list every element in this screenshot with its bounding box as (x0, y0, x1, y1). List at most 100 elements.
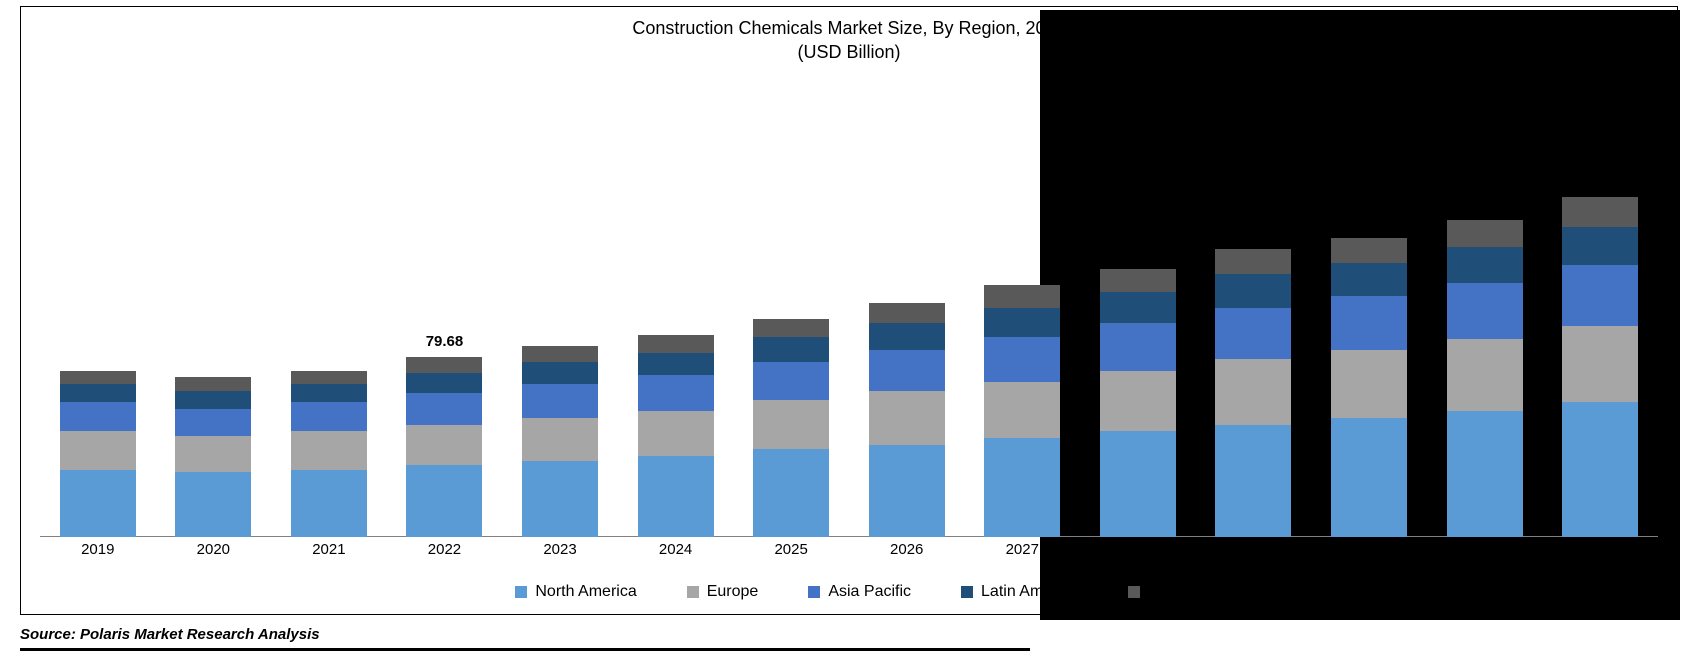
xaxis-tick-label: 2024 (638, 541, 714, 565)
bar-stack (291, 371, 367, 538)
xaxis-tick-label: 2032 (1562, 541, 1638, 565)
bar-stack (175, 377, 251, 537)
legend-item: North America (515, 583, 636, 601)
bar-segment (1100, 371, 1176, 432)
bar-group (869, 303, 945, 537)
xaxis-tick-label: 2031 (1447, 541, 1523, 565)
bar-segment (1215, 308, 1291, 360)
bar-group (1562, 197, 1638, 537)
bar-segment (1562, 326, 1638, 403)
bar-segment (638, 456, 714, 537)
bar-segment (406, 357, 482, 373)
bar-segment (1215, 425, 1291, 538)
bar-segment (984, 285, 1060, 308)
bar-segment (1562, 197, 1638, 226)
bar-group (60, 371, 136, 538)
bar-stack (638, 335, 714, 538)
bar-segment (291, 470, 367, 538)
bar-segment (406, 373, 482, 393)
chart-title-line1: Construction Chemicals Market Size, By R… (20, 16, 1678, 40)
legend-label: Latin America (981, 583, 1078, 601)
xaxis-tick-label: 2027 (984, 541, 1060, 565)
chart-title-line2: (USD Billion) (20, 40, 1678, 64)
bar-group (638, 335, 714, 538)
bar-segment (522, 346, 598, 362)
source-attribution: Source: Polaris Market Research Analysis (20, 626, 320, 643)
bar-segment (1331, 418, 1407, 537)
legend-swatch (687, 586, 699, 598)
bar-segment (1331, 263, 1407, 297)
bar-segment (291, 371, 367, 385)
bar-group (291, 371, 367, 538)
bar-segment (522, 384, 598, 418)
bar-group (1100, 269, 1176, 537)
xaxis-labels: 2019202020212022202320242025202620272028… (40, 541, 1658, 565)
xaxis-tick-label: 2021 (291, 541, 367, 565)
source-underline (20, 648, 1030, 651)
xaxis-tick-label: 2028 (1100, 541, 1176, 565)
bar-segment (60, 384, 136, 402)
bar-segment (291, 402, 367, 431)
legend-label: Asia Pacific (828, 583, 911, 601)
legend: North AmericaEuropeAsia PacificLatin Ame… (20, 565, 1678, 615)
bar-segment (753, 400, 829, 450)
bar-segment (1331, 296, 1407, 350)
bar-group (175, 377, 251, 537)
bar-segment (175, 377, 251, 391)
bar-segment (753, 362, 829, 400)
legend-item: MEA (1128, 583, 1183, 601)
bar-stack (1562, 197, 1638, 537)
bar-segment (753, 319, 829, 337)
bar-segment (1562, 265, 1638, 326)
xaxis-tick-label: 2019 (60, 541, 136, 565)
bar-segment (753, 337, 829, 362)
bar-stack (1447, 220, 1523, 537)
legend-swatch (961, 586, 973, 598)
bar-segment (1100, 323, 1176, 370)
bar-segment (1447, 339, 1523, 411)
bar-segment (869, 350, 945, 391)
bar-segment (175, 436, 251, 472)
bar-segment (638, 353, 714, 376)
bars-row: 79.68 (40, 177, 1658, 537)
bar-stack (753, 319, 829, 537)
bar-segment (984, 337, 1060, 382)
xaxis-tick-label: 2029 (1215, 541, 1291, 565)
bar-stack (522, 346, 598, 537)
bar-stack (1100, 269, 1176, 537)
legend-item: Latin America (961, 583, 1078, 601)
bar-segment (984, 308, 1060, 337)
bar-segment (406, 393, 482, 425)
bar-segment (60, 431, 136, 469)
bar-segment (984, 382, 1060, 438)
plot-area: 79.68 2019202020212022202320242025202620… (40, 89, 1658, 565)
bar-segment (1447, 247, 1523, 283)
bar-segment (753, 449, 829, 537)
bar-segment (1331, 238, 1407, 263)
xaxis-tick-label: 2023 (522, 541, 598, 565)
bar-segment (60, 402, 136, 431)
chart-container: Construction Chemicals Market Size, By R… (20, 6, 1678, 615)
bar-group (984, 285, 1060, 537)
bar-group: 79.68 (406, 357, 482, 537)
xaxis-tick-label: 2026 (869, 541, 945, 565)
bar-segment (1100, 269, 1176, 292)
bar-stack: 79.68 (406, 357, 482, 537)
bar-stack (869, 303, 945, 537)
xaxis-tick-label: 2020 (175, 541, 251, 565)
bar-segment (984, 438, 1060, 537)
bar-group (1447, 220, 1523, 537)
bar-stack (1215, 249, 1291, 537)
legend-label: MEA (1148, 583, 1183, 601)
bar-segment (638, 411, 714, 456)
legend-item: Asia Pacific (808, 583, 911, 601)
bar-stack (1331, 238, 1407, 537)
bar-group (1215, 249, 1291, 537)
chart-title: Construction Chemicals Market Size, By R… (20, 6, 1678, 69)
xaxis-tick-label: 2022 (406, 541, 482, 565)
bar-segment (522, 461, 598, 538)
bar-stack (60, 371, 136, 538)
bar-data-label: 79.68 (426, 333, 464, 350)
bar-segment (291, 431, 367, 469)
bar-segment (60, 470, 136, 538)
